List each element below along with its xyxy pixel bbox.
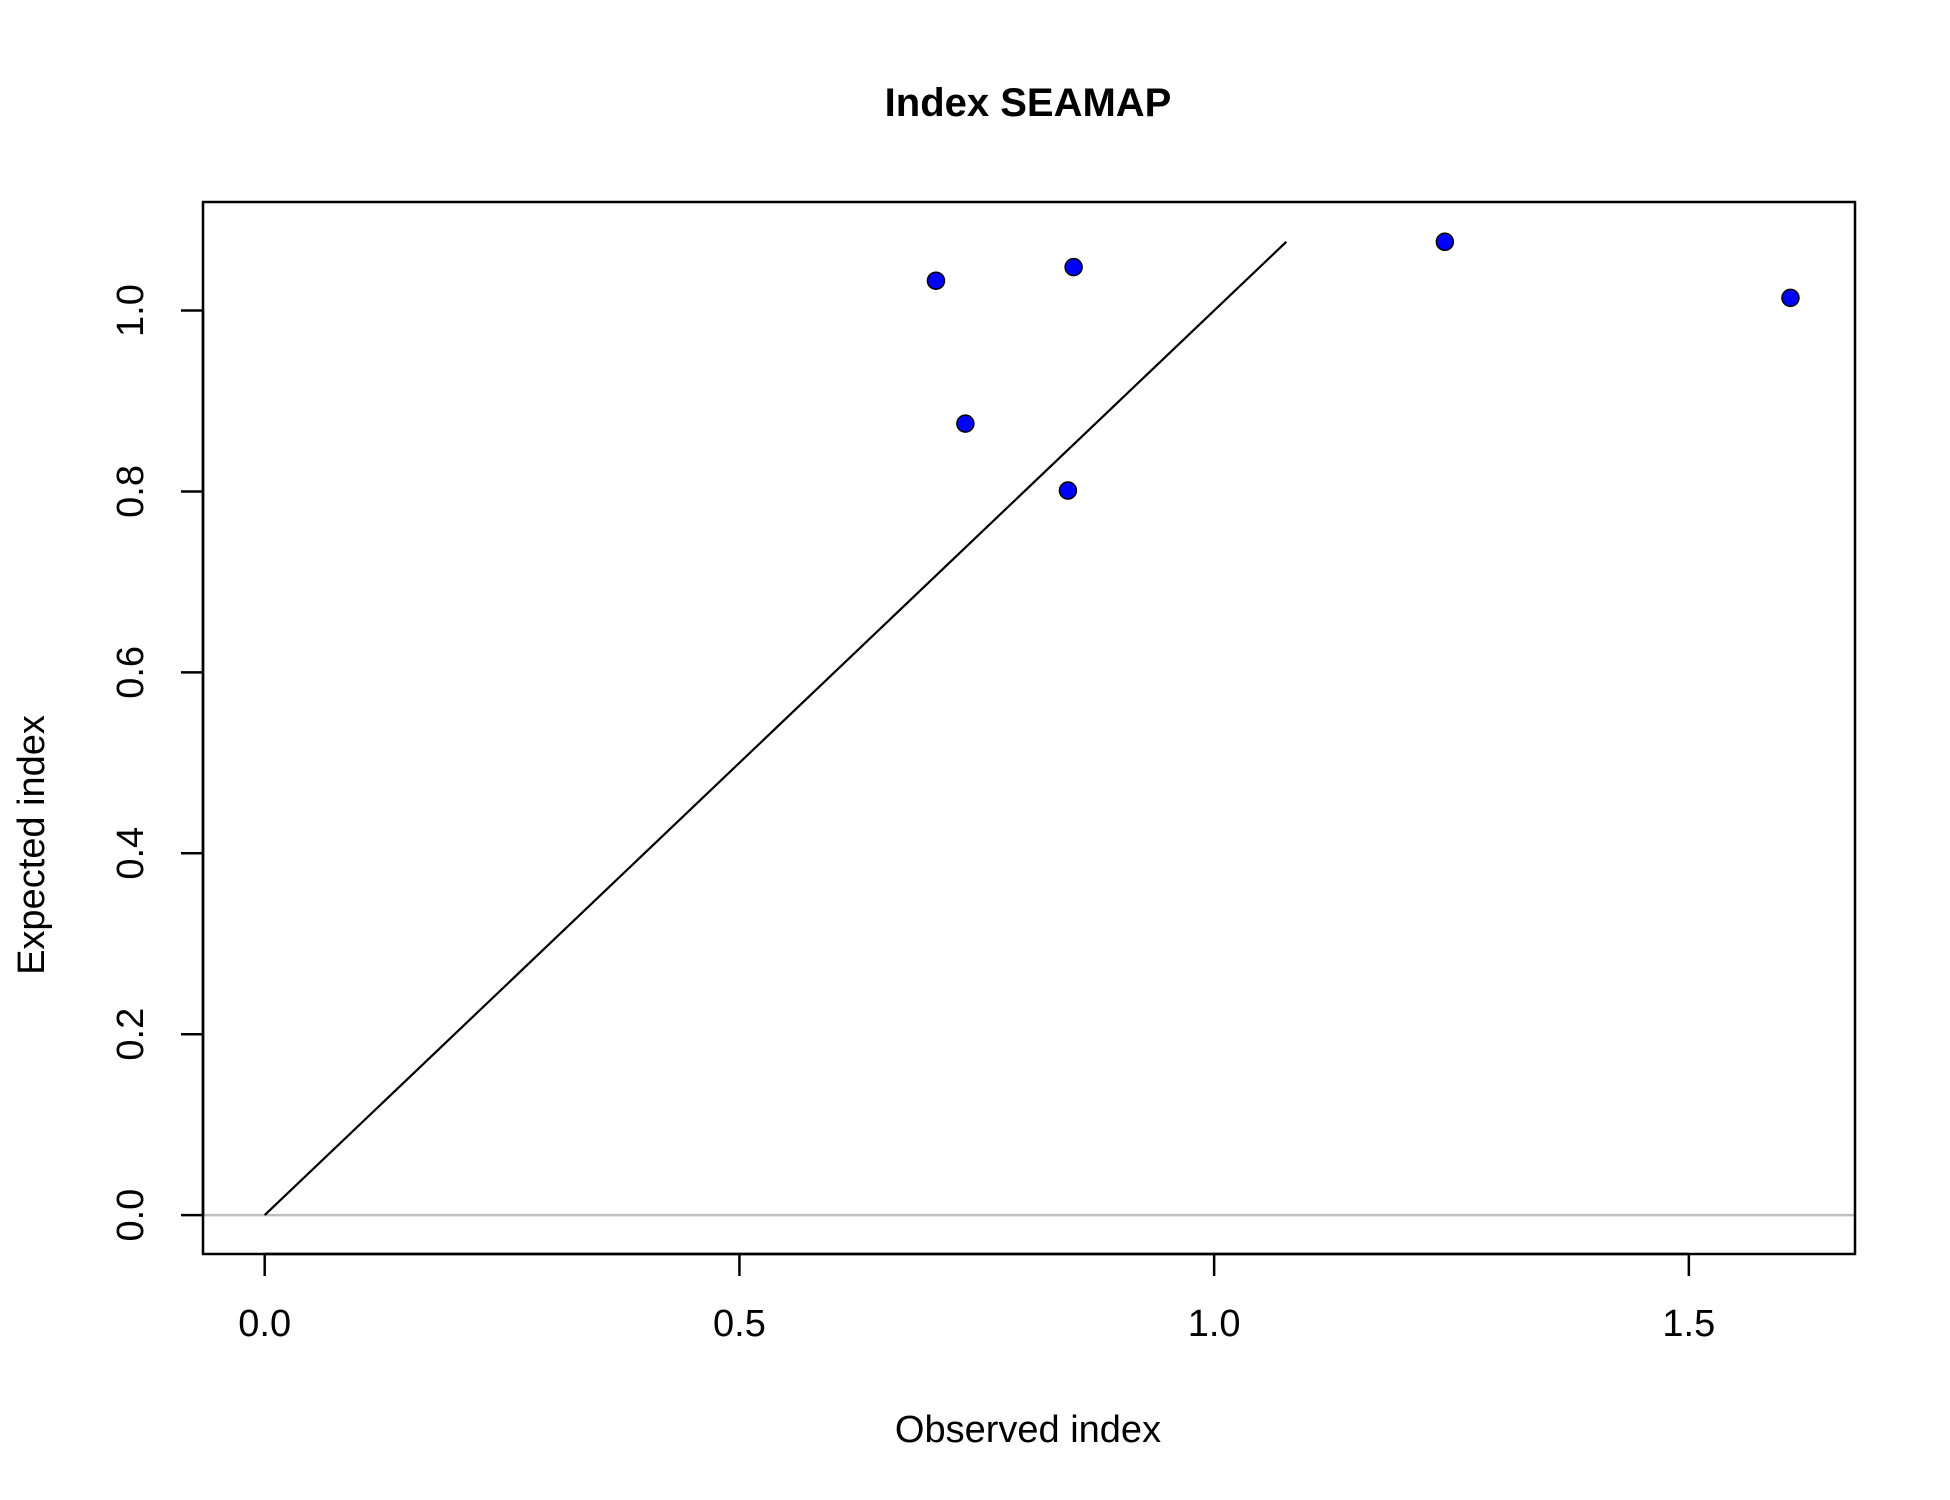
y-tick-label: 1.0	[110, 284, 152, 337]
y-tick-label: 0.0	[110, 1189, 152, 1242]
x-tick-label: 0.5	[713, 1303, 766, 1345]
y-tick-label: 0.8	[110, 465, 152, 518]
plot-frame	[201, 200, 1857, 1256]
identity-line-layer	[263, 241, 1288, 1216]
y-axis: 0.0 0.2 0.4 0.6 0.8 1.0	[110, 284, 205, 1242]
data-point	[1435, 232, 1455, 252]
data-point	[1781, 288, 1800, 308]
y-axis-label: Expected index	[11, 715, 53, 975]
y-tick-label: 0.4	[110, 827, 152, 880]
data-point	[926, 271, 946, 290]
x-axis: 0.0 0.5 1.0 1.5	[238, 1252, 1715, 1345]
points-layer	[926, 232, 1800, 500]
identity-line	[263, 241, 1288, 1216]
y-tick-label: 0.6	[110, 646, 152, 699]
data-point	[956, 414, 975, 433]
chart-title: Index SEAMAP	[885, 81, 1172, 125]
data-point	[1064, 257, 1083, 277]
y-tick-label: 0.2	[110, 1008, 152, 1061]
data-point	[1058, 481, 1078, 500]
x-axis-label: Observed index	[895, 1409, 1161, 1451]
x-tick-label: 1.5	[1662, 1303, 1715, 1345]
x-tick-label: 1.0	[1188, 1303, 1241, 1345]
x-tick-label: 0.0	[238, 1303, 291, 1345]
